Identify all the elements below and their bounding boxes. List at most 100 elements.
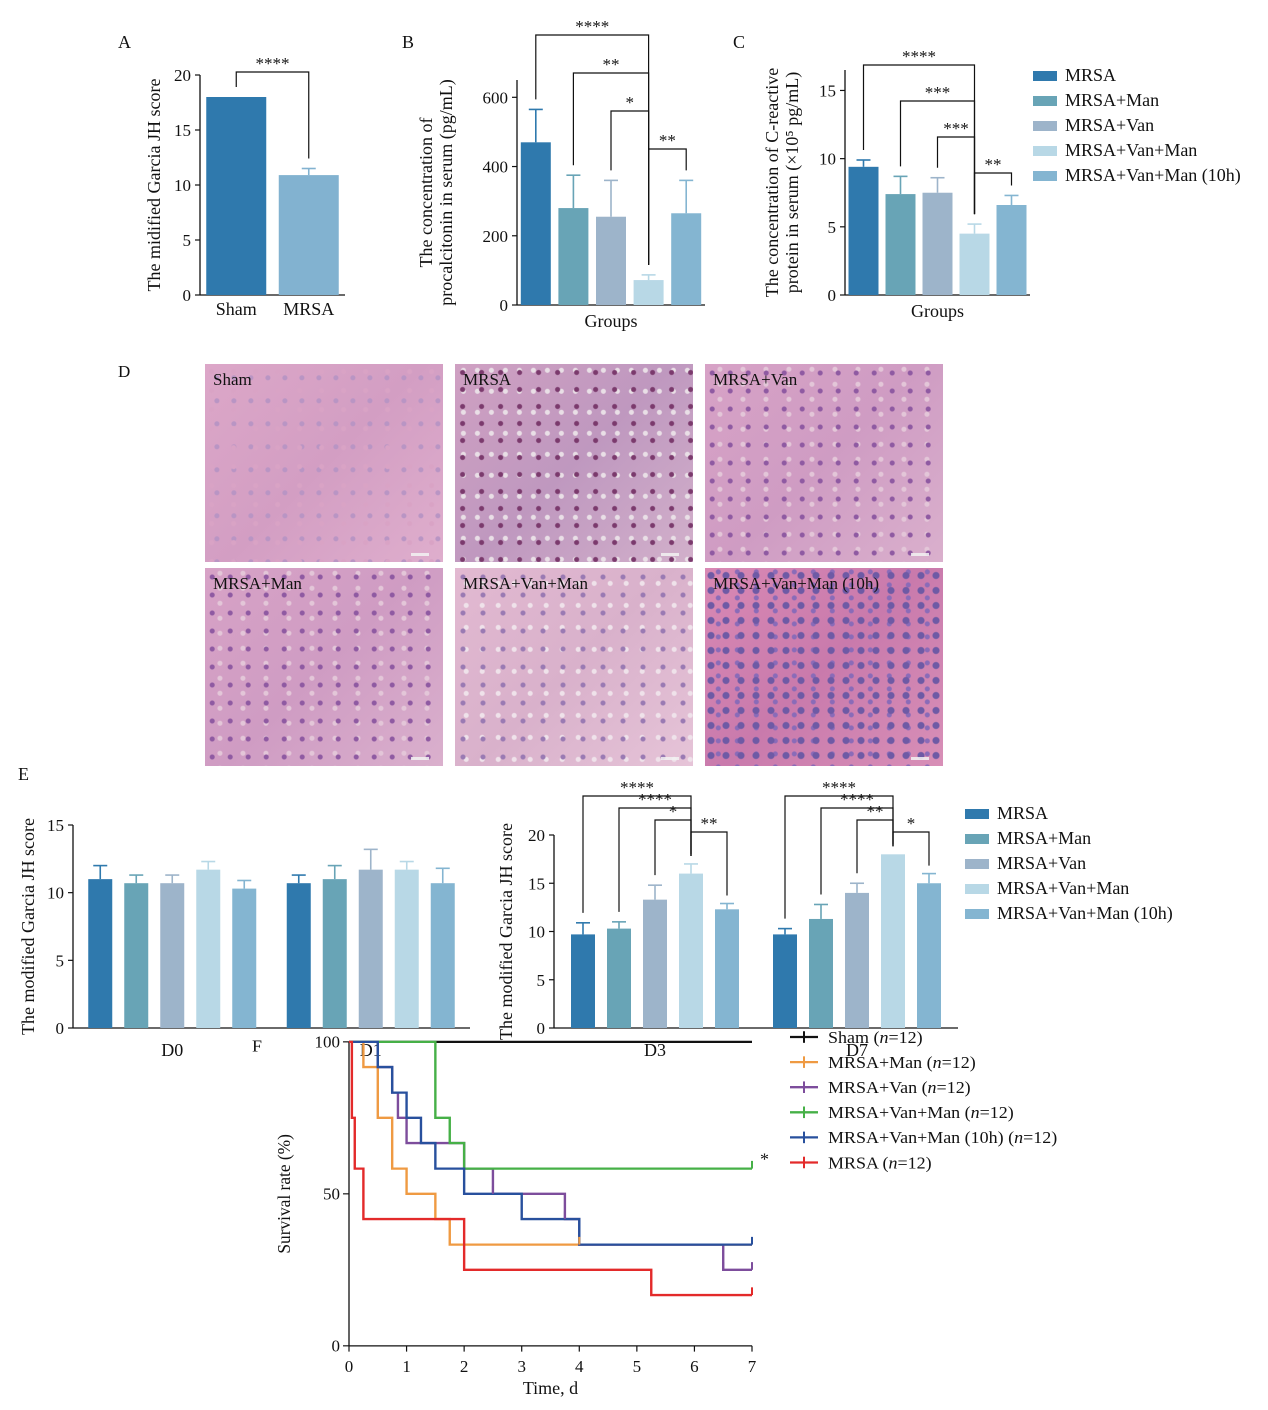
significance-annotation: * (760, 1149, 769, 1169)
legend-swatch (1033, 71, 1057, 81)
category-label: D0 (161, 1040, 183, 1060)
bar (845, 892, 869, 1028)
y-tick-label: 20 (528, 826, 545, 845)
legend-e: MRSA MRSA+Man MRSA+Van MRSA+Van+Man MRSA+Van… (965, 803, 1173, 924)
y-tick-label: 0 (332, 1337, 340, 1356)
y-tick-label: 20 (174, 66, 191, 85)
bar (394, 869, 419, 1028)
micrograph-sham: Sham (205, 364, 443, 562)
y-tick-label: 5 (183, 231, 192, 250)
category-label: D3 (644, 1040, 666, 1060)
x-tick-label: 0 (345, 1357, 354, 1376)
bar (596, 216, 626, 305)
legend-swatch (1033, 96, 1057, 106)
bar (679, 873, 703, 1028)
survival-curve (349, 1040, 752, 1297)
panel-letter: F (252, 1036, 262, 1056)
panel-letter: A (118, 32, 131, 52)
significance-bracket (690, 831, 728, 896)
x-tick-label: 3 (517, 1357, 526, 1376)
bar (881, 854, 905, 1028)
scale-bar (661, 757, 679, 760)
bar (520, 142, 551, 305)
bar (715, 909, 739, 1028)
bar (571, 934, 595, 1028)
micrograph-label: MRSA+Man (213, 574, 302, 593)
bar (322, 879, 347, 1028)
significance-bracket (862, 64, 976, 215)
significance-label: **** (256, 54, 290, 73)
legend-swatch (965, 834, 989, 844)
chart-E1: 0 5 10 15 D0 D1 The modified Garcia JH score E (18, 764, 470, 1060)
y-tick-label: 5 (828, 218, 837, 237)
significance-label: ** (603, 55, 620, 74)
micrograph-label: MRSA+Van (713, 370, 798, 389)
y-axis-label: procalcitonin in serum (pg/mL) (436, 79, 457, 305)
significance-label: * (626, 93, 635, 112)
y-axis-label: The concentration of C-reactive (762, 68, 782, 297)
x-tick-label: 2 (460, 1357, 469, 1376)
bar (809, 918, 833, 1028)
bar (88, 879, 113, 1028)
legend-swatch (1033, 171, 1057, 181)
y-tick-label: 15 (47, 816, 64, 835)
y-tick-label: 0 (537, 1019, 546, 1038)
micrograph-label: MRSA (463, 370, 512, 389)
legend-entry: MRSA (n=12) (828, 1153, 932, 1173)
x-axis-label: Groups (911, 301, 964, 321)
significance-label: **** (575, 17, 609, 36)
legend-entry: Sham (n=12) (828, 1027, 923, 1047)
y-axis-label: Survival rate (%) (274, 1134, 294, 1254)
legend-entry: MRSA (1065, 65, 1116, 85)
panel-letter: D (118, 362, 131, 381)
survival-curve (349, 1040, 752, 1246)
y-axis-label: protein in serum (×10⁵ pg/mL) (782, 72, 803, 293)
y-tick-label: 15 (174, 121, 191, 140)
bar (358, 869, 383, 1028)
legend-entry: MRSA+Van+Man (997, 878, 1129, 898)
legend-top: MRSA MRSA+Man MRSA+Van MRSA+Van+Man MRSA+Van… (1033, 65, 1241, 186)
micrograph-mrsa-van-man: MRSA+Van+Man (455, 568, 693, 766)
significance-label: ** (701, 814, 718, 833)
legend-swatch (965, 884, 989, 894)
bar (124, 883, 149, 1028)
bar (633, 280, 664, 305)
y-tick-label: 200 (483, 227, 509, 246)
significance-label: * (669, 802, 678, 821)
bar (558, 208, 589, 305)
significance-bracket (647, 148, 687, 265)
bar (885, 194, 916, 295)
legend-entry: MRSA (997, 803, 1048, 823)
x-tick-label: 7 (748, 1357, 757, 1376)
y-tick-label: 5 (537, 971, 546, 990)
significance-label: ** (867, 802, 884, 821)
chart-A: 0 5 10 15 20 Sham MRSA The midified Garcia JH s… (118, 32, 345, 319)
y-tick-label: 50 (323, 1185, 340, 1204)
scale-bar (411, 757, 429, 760)
bar (959, 233, 990, 295)
scale-bar (911, 553, 929, 556)
y-tick-label: 600 (483, 88, 509, 107)
category-label: D1 (360, 1040, 382, 1060)
category-label: D7 (846, 1040, 868, 1060)
scale-bar (661, 553, 679, 556)
micrograph-mrsa-man: MRSA+Man (205, 568, 443, 766)
legend-entry: MRSA+Man (1065, 90, 1159, 110)
bar (196, 869, 221, 1028)
legend-swatch (1033, 121, 1057, 131)
bar (917, 883, 941, 1028)
legend-entry: MRSA+Van+Man (1065, 140, 1197, 160)
y-tick-label: 0 (828, 286, 837, 305)
y-tick-label: 10 (47, 884, 64, 903)
category-label: MRSA (283, 299, 334, 319)
legend-swatch (965, 859, 989, 869)
y-tick-label: 10 (174, 176, 191, 195)
bar (848, 166, 879, 295)
y-axis-label: The midified Garcia JH score (144, 79, 164, 292)
micrograph-label: Sham (213, 370, 252, 389)
panel-letter: C (733, 32, 745, 52)
legend-swatch (965, 809, 989, 819)
scale-bar (411, 553, 429, 556)
bar (232, 888, 257, 1028)
legend-entry: MRSA+Van+Man (10h) (n=12) (828, 1127, 1057, 1147)
